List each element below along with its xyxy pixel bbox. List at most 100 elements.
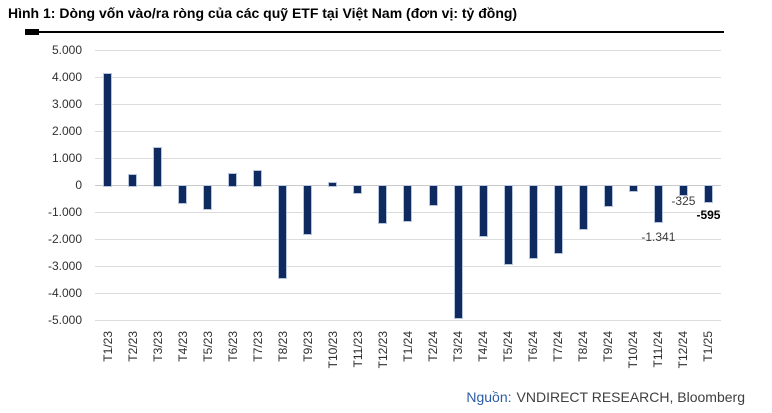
bar-cell-T7/23 <box>245 50 270 320</box>
x-tick-label-text: T9/24 <box>601 331 616 362</box>
gridline <box>95 49 721 51</box>
bar-cell-T3/24 <box>446 50 471 320</box>
bar-cell-T12/23 <box>370 50 395 320</box>
bar-T3/23 <box>153 147 163 187</box>
x-tick-label-text: T6/23 <box>225 331 240 362</box>
x-tick-label-text: T8/24 <box>576 331 591 362</box>
x-tick-label-text: T2/23 <box>125 331 140 362</box>
title-rule <box>25 29 724 35</box>
bar-T12/24 <box>678 185 688 196</box>
data-label-T1/25: -595 <box>696 208 721 222</box>
x-axis: T1/23 T2/23 T3/23 T4/23 T5/23 T6/23 T7/23 T8/23… <box>95 329 721 385</box>
x-tick-label-text: T11/23 <box>350 331 365 368</box>
x-tick-label-text: T6/24 <box>526 331 541 362</box>
x-tick-label-text: T11/24 <box>651 331 666 368</box>
bar-cell-T8/23 <box>270 50 295 320</box>
bar-T9/24 <box>603 185 613 207</box>
x-tick-label-text: T8/23 <box>275 331 290 362</box>
bar-T1/25 <box>703 185 713 203</box>
bar-T8/23 <box>278 185 288 279</box>
bar-T5/23 <box>203 185 213 210</box>
bar-T6/24 <box>528 185 538 259</box>
bar-T5/24 <box>503 185 513 265</box>
bar-cell-T7/24 <box>546 50 571 320</box>
y-tick-label: -5.000 <box>47 313 82 327</box>
bar-cell-T6/24 <box>521 50 546 320</box>
y-axis: 5.000 4.000 3.000 2.000 1.000 0 -1.000 -2.000 -3… <box>0 43 82 327</box>
x-tick-label-text: T4/23 <box>175 331 190 362</box>
y-tick-label: -1.000 <box>47 205 82 219</box>
y-tick-label: 0 <box>75 178 82 192</box>
bar-T4/24 <box>478 185 488 237</box>
x-tick-label-text: T1/24 <box>401 331 415 362</box>
bar-T7/24 <box>553 185 563 254</box>
x-tick-label-text: T3/23 <box>150 331 165 362</box>
bar-T11/24 <box>653 185 663 223</box>
x-tick-label-text: T3/24 <box>451 331 466 362</box>
gridline <box>95 319 721 321</box>
y-tick-label: 1.000 <box>51 151 82 165</box>
bar-T4/23 <box>178 185 188 204</box>
x-tick-label-T1/25: T1/25 <box>701 329 732 362</box>
gridline <box>95 157 721 159</box>
bar-cell-T11/23 <box>345 50 370 320</box>
bar-cell-T2/23 <box>120 50 145 320</box>
x-tick-label-text: T10/24 <box>626 331 641 369</box>
bar-cell-T5/24 <box>496 50 521 320</box>
y-tick-label: -4.000 <box>47 286 82 300</box>
x-tick-label-text: T12/23 <box>375 331 390 369</box>
x-tick-label-text: T12/24 <box>676 331 691 369</box>
bar-T6/23 <box>228 173 238 187</box>
bar-T10/23 <box>328 182 338 187</box>
title-rule-thick-end <box>25 29 39 35</box>
bar-T1/24 <box>403 185 413 222</box>
bar-cell-T2/24 <box>421 50 446 320</box>
x-tick-label-text: T2/24 <box>426 331 441 362</box>
gridline <box>95 238 721 240</box>
bar-cell-T4/23 <box>170 50 195 320</box>
bar-cell-T10/24 <box>621 50 646 320</box>
bar-cell-T10/23 <box>320 50 345 320</box>
bar-cell-T1/25 <box>696 50 721 320</box>
gridline <box>95 130 721 132</box>
y-tick-label: -3.000 <box>47 259 82 273</box>
y-tick-label: 5.000 <box>51 43 82 57</box>
bar-T8/24 <box>578 185 588 230</box>
bar-T2/24 <box>428 185 438 206</box>
bar-cell-T4/24 <box>471 50 496 320</box>
gridline <box>95 103 721 105</box>
y-tick-label: 2.000 <box>51 124 82 138</box>
bar-cell-T6/23 <box>220 50 245 320</box>
x-tick-label-text: T1/25 <box>701 331 716 362</box>
x-tick-label-text: T7/24 <box>551 331 566 362</box>
bar-T10/24 <box>628 185 638 192</box>
x-tick-label-text: T7/23 <box>250 331 265 362</box>
gridline <box>95 292 721 294</box>
data-label-T12/24: -325 <box>671 194 696 208</box>
data-label-T11/24: -1.341 <box>641 230 676 244</box>
bar-cell-T11/24 <box>646 50 671 320</box>
bar-T1/23 <box>103 73 112 187</box>
gridline <box>95 265 721 267</box>
bar-cell-T9/24 <box>596 50 621 320</box>
x-tick-label-text: T5/24 <box>501 331 516 362</box>
bar-T12/23 <box>378 185 388 224</box>
x-tick-label-text: T4/24 <box>476 331 491 362</box>
source-text: VNDIRECT RESEARCH, Bloomberg <box>516 389 745 405</box>
bar-cell-T12/24 <box>671 50 696 320</box>
bar-cell-T5/23 <box>195 50 220 320</box>
x-tick-label-text: T5/23 <box>200 331 215 362</box>
bar-cell-T9/23 <box>295 50 320 320</box>
bar-T3/24 <box>453 185 463 319</box>
bar-cell-T3/23 <box>145 50 170 320</box>
x-tick-label-text: T10/23 <box>325 331 340 369</box>
gridline <box>95 76 721 78</box>
bar-T7/23 <box>253 170 263 187</box>
plot-area: -1.341 -325 -595 <box>95 49 721 321</box>
bar-cell-T8/24 <box>571 50 596 320</box>
y-tick-label: 3.000 <box>51 97 82 111</box>
bar-cell-T1/23 <box>95 50 120 320</box>
source-prefix: Nguồn: <box>466 389 512 405</box>
bar-T2/23 <box>128 174 138 187</box>
